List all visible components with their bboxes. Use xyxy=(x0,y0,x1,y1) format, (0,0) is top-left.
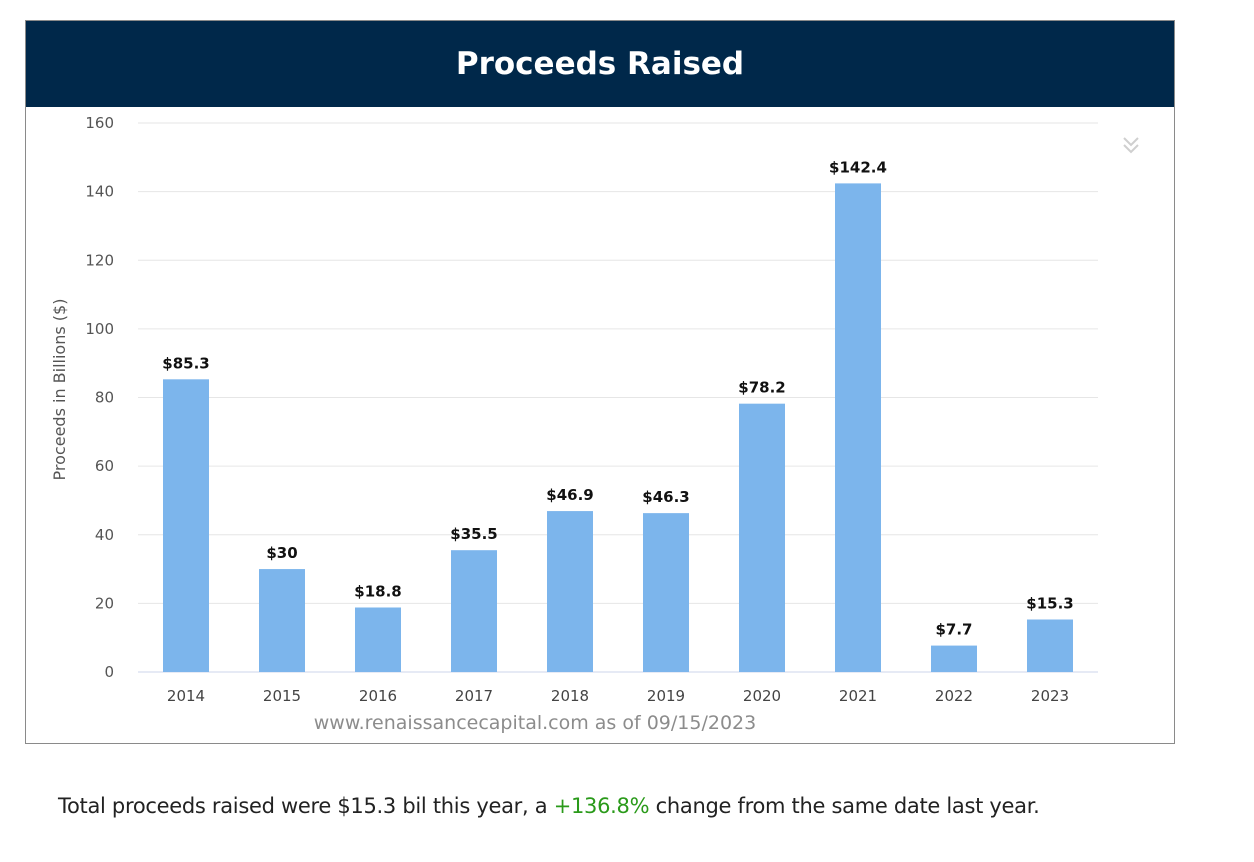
change-percent: +136.8% xyxy=(553,794,650,818)
data-label: $35.5 xyxy=(450,525,497,543)
x-tick-label: 2020 xyxy=(743,687,781,705)
bar[interactable] xyxy=(259,569,305,672)
x-tick-label: 2016 xyxy=(359,687,397,705)
data-label: $18.8 xyxy=(354,582,401,600)
bar[interactable] xyxy=(451,550,497,672)
x-axis-ticks: 2014 2015 2016 2017 2018 2019 2020 2021 2022 2023 xyxy=(167,687,1069,705)
y-tick-label: 0 xyxy=(104,663,114,681)
y-tick-label: 40 xyxy=(95,526,114,544)
y-tick-label: 60 xyxy=(95,457,114,475)
bar[interactable] xyxy=(163,379,209,672)
double-chevron-down-icon[interactable] xyxy=(1123,137,1139,154)
y-tick-label: 100 xyxy=(85,320,114,338)
y-axis-ticks: 0 20 40 60 80 100 120 140 160 xyxy=(85,114,114,681)
y-tick-label: 140 xyxy=(85,183,114,201)
data-label: $30 xyxy=(266,544,297,562)
data-label: $15.3 xyxy=(1026,595,1073,613)
y-tick-label: 120 xyxy=(85,251,114,269)
bar[interactable] xyxy=(1027,619,1073,672)
x-tick-label: 2018 xyxy=(551,687,589,705)
data-label: $7.7 xyxy=(935,621,972,639)
bar[interactable] xyxy=(835,183,881,672)
x-tick-label: 2015 xyxy=(263,687,301,705)
bar-chart: 0 20 40 60 80 100 120 140 160 $85.3 $30 $18.8 $35.5… xyxy=(50,114,1139,734)
source-credit: www.renaissancecapital.com as of 09/15/2… xyxy=(314,712,756,734)
summary-suffix: change from the same date last year. xyxy=(649,794,1040,818)
bar[interactable] xyxy=(355,607,401,672)
y-tick-label: 80 xyxy=(95,389,114,407)
x-tick-label: 2014 xyxy=(167,687,205,705)
x-tick-label: 2017 xyxy=(455,687,493,705)
data-label: $46.3 xyxy=(642,488,689,506)
x-tick-label: 2019 xyxy=(647,687,685,705)
summary-text: Total proceeds raised were $15.3 bil thi… xyxy=(58,794,1040,818)
data-label: $78.2 xyxy=(738,379,785,397)
data-label: $46.9 xyxy=(546,486,593,504)
bars: $85.3 $30 $18.8 $35.5 $46.9 $46.3 $78.2 $142.4 $… xyxy=(162,158,1074,672)
x-tick-label: 2023 xyxy=(1031,687,1069,705)
bar[interactable] xyxy=(643,513,689,672)
bar[interactable] xyxy=(739,403,785,672)
bar[interactable] xyxy=(547,511,593,672)
chart-card: Proceeds Raised 0 20 40 60 80 100 120 140 160 $8… xyxy=(25,20,1175,744)
x-tick-label: 2022 xyxy=(935,687,973,705)
summary-prefix: Total proceeds raised were $15.3 bil thi… xyxy=(58,794,554,818)
bar[interactable] xyxy=(931,645,977,672)
data-label: $142.4 xyxy=(829,158,887,176)
y-tick-label: 20 xyxy=(95,594,114,612)
y-tick-label: 160 xyxy=(85,114,114,132)
data-label: $85.3 xyxy=(162,354,209,372)
chart-title: Proceeds Raised xyxy=(26,21,1174,107)
y-axis-label: Proceeds in Billions ($) xyxy=(50,299,69,481)
x-tick-label: 2021 xyxy=(839,687,877,705)
